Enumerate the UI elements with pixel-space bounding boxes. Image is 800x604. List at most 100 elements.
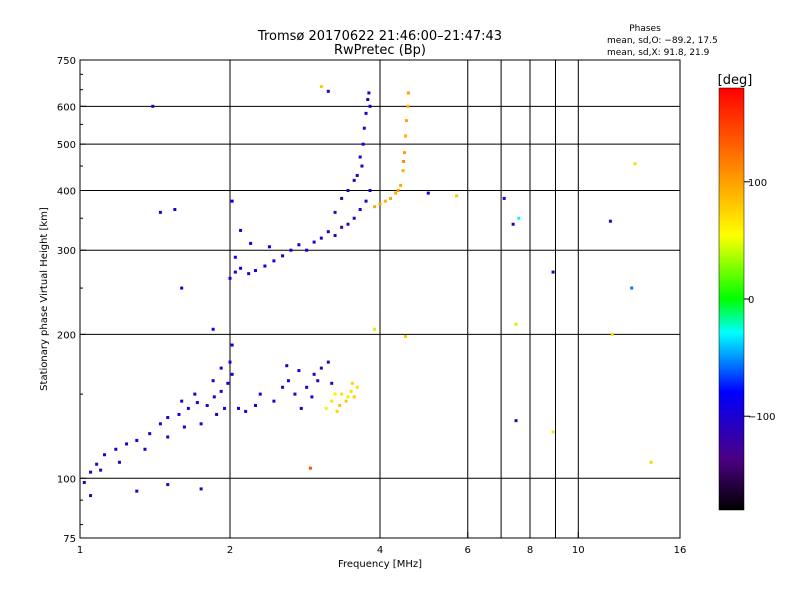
data-point [399, 183, 403, 187]
data-point [406, 91, 410, 95]
data-point [326, 230, 330, 234]
data-point [272, 399, 276, 403]
x-tick-label: 2 [227, 545, 233, 556]
x-tick-label: 6 [465, 545, 471, 556]
data-point [330, 381, 334, 385]
data-point [173, 208, 177, 212]
data-point [633, 162, 637, 166]
data-point [396, 188, 400, 192]
data-point [230, 199, 234, 203]
data-point [350, 381, 354, 385]
y-tick-label: 600 [57, 102, 76, 113]
data-point [358, 155, 362, 159]
data-point [114, 447, 118, 451]
data-point [358, 208, 362, 212]
data-point [267, 245, 271, 249]
phase-box-o-mode: mean, sd,O: −89.2, 17.5 [607, 36, 718, 46]
colorbar-tick-label: 100 [748, 178, 767, 189]
data-point [223, 406, 227, 410]
data-point [289, 248, 293, 252]
colorbar-ticks: 100 0 −100 [744, 178, 775, 423]
data-point [193, 392, 197, 396]
data-point [285, 364, 289, 368]
x-axis-label: Frequency [MHz] [338, 559, 422, 570]
data-point [406, 104, 410, 108]
data-point [610, 332, 614, 336]
data-point [361, 142, 365, 146]
data-point [286, 379, 290, 383]
data-point [103, 453, 107, 457]
data-point [368, 188, 372, 192]
data-point [514, 322, 518, 326]
data-point [249, 241, 253, 245]
data-point [305, 248, 309, 252]
data-point [117, 460, 121, 464]
data-point [403, 151, 407, 155]
data-point [367, 91, 371, 95]
data-point [211, 379, 215, 383]
data-point [389, 196, 393, 200]
phase-box-title: Phases [629, 24, 661, 34]
scatter-points [82, 85, 653, 498]
data-point [212, 395, 216, 399]
data-point [404, 119, 408, 123]
data-point [82, 480, 86, 484]
data-point [199, 487, 203, 491]
data-point [177, 412, 181, 416]
data-point [346, 395, 350, 399]
y-tick-label: 400 [57, 186, 76, 197]
data-point [239, 266, 243, 270]
data-point [236, 406, 240, 410]
x-tick-label: 8 [527, 545, 533, 556]
y-tick-label: 200 [57, 330, 76, 341]
axis-ticks: 1 2 4 6 8 10 16 75 100 200 300 400 500 600 750 [57, 56, 686, 556]
y-tick-label: 750 [57, 56, 76, 67]
data-point [186, 406, 190, 410]
data-point [244, 409, 248, 413]
data-point [426, 191, 430, 195]
data-point [502, 196, 506, 200]
data-point [316, 379, 320, 383]
data-point [281, 254, 285, 258]
data-point [272, 259, 276, 263]
data-point [312, 240, 316, 244]
data-point [312, 372, 316, 376]
data-point [355, 385, 359, 389]
data-point [364, 111, 368, 115]
data-point [233, 270, 237, 274]
x-tick-label: 16 [674, 545, 687, 556]
data-point [373, 327, 377, 331]
data-point [319, 236, 323, 240]
data-point [630, 286, 634, 290]
data-point [297, 243, 301, 247]
grid-lines [80, 60, 680, 538]
data-point [335, 409, 339, 413]
y-axis-label: Stationary phase Virtual Height [km] [39, 207, 50, 391]
data-point [366, 98, 370, 102]
data-point [352, 178, 356, 182]
data-point [394, 191, 398, 195]
data-point [226, 381, 230, 385]
data-point [373, 205, 377, 209]
data-point [135, 438, 139, 442]
chart-subtitle: RwPretec (Bp) [334, 43, 426, 58]
data-point [355, 173, 359, 177]
colorbar [718, 87, 745, 511]
y-tick-label: 300 [57, 246, 76, 257]
data-point [608, 219, 612, 223]
data-point [230, 372, 234, 376]
data-point [326, 360, 330, 364]
x-tick-label: 1 [77, 545, 83, 556]
data-point [151, 104, 155, 108]
data-point [360, 164, 364, 168]
colorbar-label: [deg] [718, 73, 753, 88]
data-point [158, 210, 162, 214]
data-point [551, 270, 555, 274]
data-point [182, 425, 186, 429]
data-point [340, 196, 344, 200]
data-point [166, 435, 170, 439]
data-point [333, 392, 337, 396]
data-point [158, 422, 162, 426]
data-point [403, 334, 407, 338]
data-point [263, 264, 267, 268]
